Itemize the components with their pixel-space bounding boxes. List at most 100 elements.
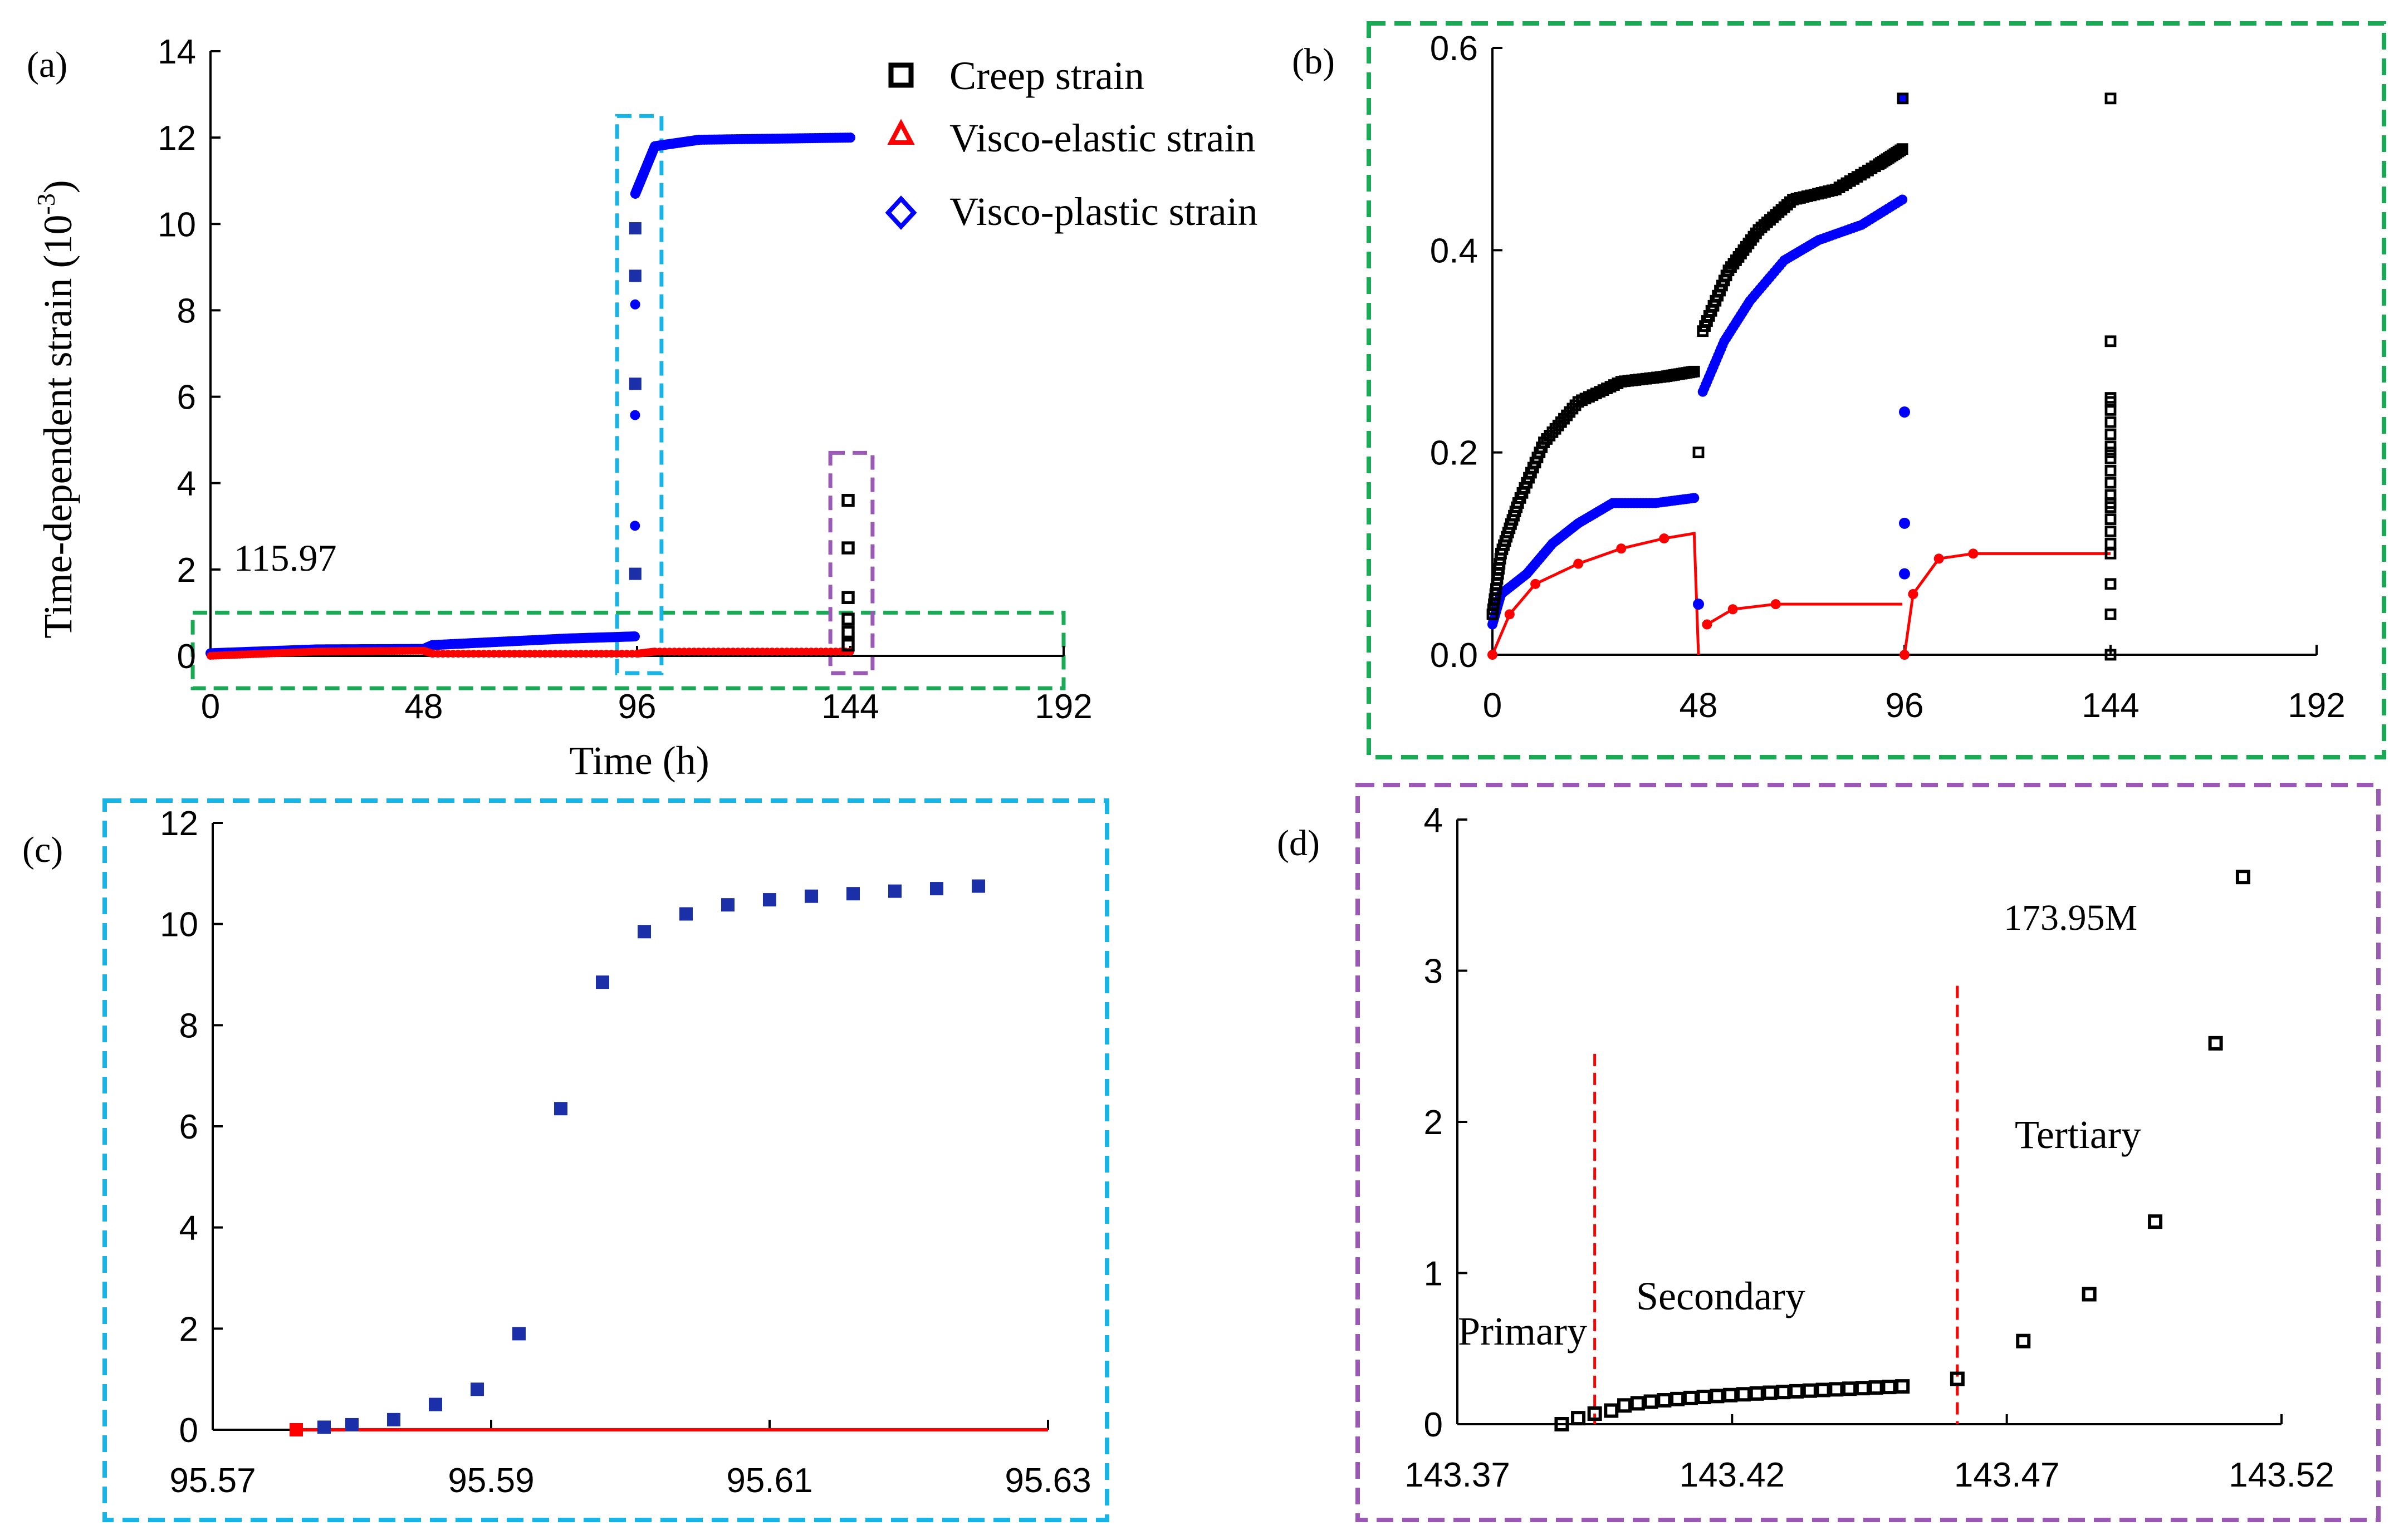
panel-b-y-tick-label: 0.2: [1430, 434, 1478, 473]
creep-point: [2104, 525, 2117, 537]
creep-point: [629, 222, 642, 235]
panel-d-label: (d): [1277, 823, 1320, 864]
legend-creep-label: Creep strain: [949, 53, 1144, 98]
legend: Creep strain Visco-elastic strain Visco-…: [885, 53, 1258, 234]
creep-point: [1587, 1406, 1602, 1421]
panel-a-x-tick-label: 48: [405, 688, 443, 726]
visco-plastic-point: [1693, 599, 1704, 610]
visco-plastic-point: [630, 299, 640, 310]
panel-c-axes: 0 2 4 6 8 10 12 95.57 95.59 95.61 95.63: [160, 805, 1091, 1500]
panel-d: (d) 0 1 2 3 4 143.37 143.42 143.47 143.52 Primar…: [1277, 783, 2381, 1522]
panel-a-y-axis-label: Time-dependent strain (10-3): [32, 180, 80, 639]
creep-point: [2104, 649, 2117, 661]
creep-point: [629, 567, 642, 580]
visco-elastic-point: [1573, 558, 1584, 569]
panel-c-y-tick-label: 12: [160, 805, 198, 843]
panel-d-frame: [1355, 783, 2381, 1522]
creep-point: [1897, 92, 1909, 105]
panel-b-x-tick-label: 192: [2288, 686, 2345, 725]
creep-point: [1688, 365, 1700, 377]
visco-elastic-point: [1702, 619, 1712, 630]
visco-plastic-point: [888, 884, 902, 898]
panel-a-x-tick-label: 192: [1035, 688, 1092, 726]
creep-point: [1554, 1417, 1569, 1431]
legend-visco-elastic-label: Visco-elastic strain: [949, 116, 1256, 160]
panel-d-marks: [1554, 870, 2250, 1431]
visco-elastic-point: [1487, 650, 1497, 660]
panel-a-x-tick-label: 96: [618, 688, 657, 726]
panel-d-x-tick-label: 143.42: [1680, 1456, 1785, 1494]
creep-point: [2104, 440, 2117, 453]
creep-point: [629, 377, 642, 390]
panel-c-marks: [290, 879, 1048, 1436]
panel-a-axes: 0 2 4 6 8 10 12 14 0 48 96 144 192: [158, 33, 1093, 726]
stage-label-primary: Primary: [1458, 1309, 1587, 1353]
panel-a: (a) 0 2 4 6 8 10 12 14 0 48 96 144 192 115.97 Time (…: [27, 33, 1258, 783]
panel-a-y-tick-label: 2: [177, 551, 196, 590]
creep-point: [2104, 335, 2117, 347]
creep-point: [1896, 143, 1908, 155]
creep-point: [2104, 537, 2117, 550]
highlight-box-panel-c: [615, 114, 664, 675]
visco-elastic-point: [1933, 553, 1944, 564]
creep-point: [1657, 1393, 1672, 1408]
creep-point: [1776, 1385, 1791, 1400]
visco-plastic-point: [596, 975, 609, 989]
visco-plastic-point: [471, 1382, 484, 1396]
creep-point: [2016, 1333, 2031, 1348]
creep-point: [1670, 1391, 1685, 1406]
creep-point: [2104, 428, 2117, 440]
visco-elastic-point: [1504, 609, 1515, 620]
panel-b-axes: 0.0 0.2 0.4 0.6 0 48 96 144 192: [1430, 30, 2346, 725]
panel-c-y-tick-label: 6: [179, 1108, 198, 1146]
creep-point: [2104, 608, 2117, 620]
panel-a-x-axis-label: Time (h): [569, 738, 709, 783]
panel-a-marks: [205, 133, 855, 660]
creep-point: [1815, 1382, 1830, 1397]
visco-plastic-point: [972, 879, 985, 893]
panel-a-highlight-boxes: [190, 114, 1066, 690]
creep-point: [1604, 1403, 1619, 1418]
creep-point: [2104, 92, 2117, 105]
visco-plastic-point: [679, 907, 693, 921]
visco-plastic-point: [1899, 568, 1910, 580]
creep-point: [1617, 1398, 1632, 1413]
panel-a-y-tick-label: 0: [177, 637, 196, 676]
panel-b-x-tick-label: 0: [1483, 686, 1502, 725]
creep-point: [2104, 392, 2117, 404]
visco-plastic-point: [429, 1397, 442, 1411]
visco-plastic-point: [1689, 493, 1700, 503]
visco-plastic-point: [930, 882, 943, 896]
panel-c-y-tick-label: 0: [179, 1411, 198, 1450]
panel-b-x-tick-label: 48: [1680, 686, 1718, 725]
visco-plastic-point: [630, 410, 640, 420]
visco-plastic-point: [638, 925, 651, 939]
panel-a-x-tick-label: 0: [201, 688, 220, 726]
panel-a-y-tick-label: 8: [177, 292, 196, 330]
creep-point: [841, 591, 855, 604]
visco-plastic-point: [845, 133, 855, 143]
visco-plastic-point: [1899, 406, 1910, 418]
panel-c-x-tick-label: 95.57: [169, 1461, 256, 1500]
panel-a-y-tick-label: 12: [158, 119, 196, 158]
panel-c-y-tick-label: 2: [179, 1310, 198, 1348]
panel-b-y-tick-label: 0.6: [1430, 30, 1478, 68]
creep-point: [1710, 1389, 1725, 1404]
stage-label-tertiary: Tertiary: [2015, 1112, 2141, 1157]
creep-point: [1829, 1382, 1844, 1397]
creep-point: [2104, 447, 2117, 459]
creep-point: [1736, 1387, 1751, 1402]
creep-point: [1571, 1411, 1586, 1426]
stress-annotation: 173.95M: [2004, 897, 2137, 938]
panel-b-x-tick-label: 96: [1886, 686, 1924, 725]
visco-elastic-point: [1659, 533, 1670, 544]
panel-c-y-tick-label: 8: [179, 1007, 198, 1045]
creep-point: [1643, 1394, 1658, 1409]
creep-point: [2082, 1287, 2097, 1302]
creep-point: [1683, 1390, 1698, 1405]
creep-point: [2235, 870, 2250, 885]
panel-d-y-tick-label: 0: [1424, 1406, 1443, 1444]
visco-plastic-point: [846, 887, 860, 901]
panel-d-y-tick-label: 4: [1424, 801, 1443, 840]
creep-point: [841, 494, 855, 507]
